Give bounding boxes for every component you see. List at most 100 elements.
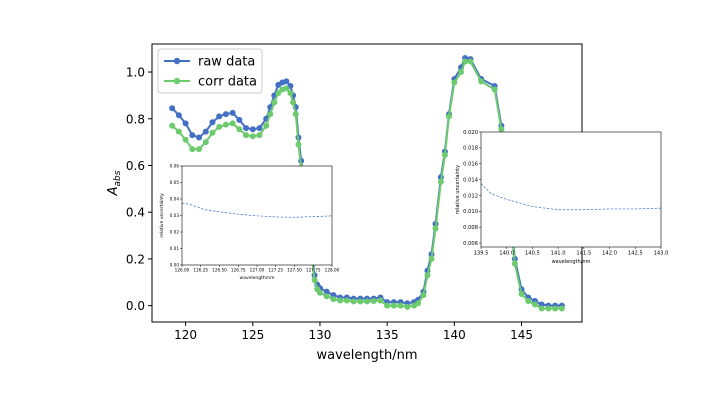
main-x-tick-label: 125 <box>241 328 264 342</box>
inset-left-y-axis: 0.00 0.01 0.02 0.03 0.04 0.05 0.06 <box>170 163 182 267</box>
data-point-corr <box>511 260 518 267</box>
data-point-corr <box>404 303 411 310</box>
data-point-corr <box>451 79 458 86</box>
data-point-corr <box>491 86 498 93</box>
inset1-y-tick-label: 0.06 <box>170 163 180 168</box>
data-point-corr <box>222 121 229 128</box>
inset-right-x-axis-label: wavelength/nm <box>552 259 591 265</box>
inset1-x-tick-label: 128.00 <box>325 268 340 273</box>
data-point-raw <box>216 113 223 120</box>
data-point-corr <box>343 297 350 304</box>
legend-marker-raw <box>173 57 181 65</box>
legend-label-corr: corr data <box>198 75 257 90</box>
data-point-corr <box>432 225 439 232</box>
data-point-raw <box>249 126 256 133</box>
data-point-raw <box>222 111 229 118</box>
data-point-corr <box>462 58 469 65</box>
data-point-raw <box>182 120 189 127</box>
data-point-corr <box>175 128 182 135</box>
inset2-y-tick-label: 0.016 <box>463 162 478 168</box>
legend-label-raw: raw data <box>198 55 255 70</box>
inset-left-x-axis: 126.00 126.25 126.50 126.75 127.00 127.25 127.… <box>175 265 340 273</box>
inset1-x-tick-label: 126.75 <box>231 268 246 273</box>
data-point-corr <box>441 151 448 158</box>
data-point-corr <box>169 122 176 129</box>
inset1-x-tick-label: 126.50 <box>212 268 227 273</box>
inset2-x-tick-label: 142.5 <box>628 251 643 257</box>
data-point-corr <box>290 99 297 106</box>
legend: raw data corr data <box>157 48 263 94</box>
main-y-axis: 0.0 0.2 0.4 0.6 0.8 1.0 <box>126 66 152 313</box>
inset-chart-left: 126.00 126.25 126.50 126.75 127.00 127.25 127.… <box>159 163 340 281</box>
data-point-corr <box>196 146 203 153</box>
data-point-corr <box>538 305 545 312</box>
main-x-tick-label: 145 <box>510 328 533 342</box>
inset1-x-tick-label: 127.25 <box>268 268 283 273</box>
data-point-raw <box>256 125 263 132</box>
data-point-corr <box>316 289 323 296</box>
inset2-x-tick-label: 139.5 <box>474 251 489 257</box>
inset2-y-tick-label: 0.008 <box>463 225 478 231</box>
data-point-corr <box>467 58 474 65</box>
main-x-tick-label: 120 <box>174 328 197 342</box>
data-point-corr <box>311 276 318 283</box>
legend-marker-corr <box>173 77 181 85</box>
inset2-x-tick-label: 141.5 <box>576 251 591 257</box>
main-y-axis-label: Aabs <box>106 170 123 196</box>
data-point-corr <box>424 272 431 279</box>
data-point-corr <box>552 305 559 312</box>
inset-right-x-axis: 139.5 140.0 140.5 141.0 141.5 142.0 142.5 143.0 <box>474 247 668 257</box>
main-x-tick-label: 135 <box>376 328 399 342</box>
data-point-corr <box>458 69 465 76</box>
data-point-corr <box>384 302 391 309</box>
data-point-corr <box>545 305 552 312</box>
inset2-y-tick-label: 0.018 <box>463 146 478 152</box>
main-y-tick-label: 0.6 <box>126 159 145 173</box>
data-point-raw <box>169 105 176 112</box>
data-point-corr <box>478 78 485 85</box>
data-point-corr <box>357 298 364 305</box>
data-point-raw <box>202 128 209 135</box>
data-point-corr <box>445 113 452 120</box>
data-point-corr <box>498 126 505 133</box>
inset2-y-tick-label: 0.010 <box>463 209 478 215</box>
inset1-x-tick-label: 127.50 <box>287 268 302 273</box>
inset2-x-tick-label: 142.0 <box>602 251 617 257</box>
data-point-corr <box>295 141 302 148</box>
data-point-corr <box>256 132 263 139</box>
data-point-corr <box>525 297 532 304</box>
inset1-y-tick-label: 0.02 <box>170 229 180 234</box>
data-point-corr <box>337 297 344 304</box>
data-point-raw <box>229 109 236 116</box>
data-point-corr <box>377 297 384 304</box>
data-point-corr <box>189 146 196 153</box>
data-point-corr <box>182 136 189 143</box>
data-point-corr <box>283 85 290 92</box>
inset2-x-tick-label: 140.0 <box>499 251 514 257</box>
inset2-y-tick-label: 0.012 <box>463 193 478 199</box>
data-point-corr <box>236 126 243 133</box>
data-point-corr <box>420 292 427 299</box>
data-point-corr <box>229 120 236 127</box>
inset-left-x-axis-label: wavelength/nm <box>240 275 275 281</box>
data-point-corr <box>209 129 216 136</box>
data-point-corr <box>415 300 422 307</box>
data-point-corr <box>518 290 525 297</box>
inset2-uncertainty-line <box>480 183 662 211</box>
inset2-x-tick-label: 141.0 <box>551 251 566 257</box>
inset1-x-tick-label: 126.25 <box>193 268 208 273</box>
inset2-y-tick-label: 0.014 <box>463 177 479 183</box>
data-point-corr <box>249 133 256 140</box>
data-point-raw <box>196 134 203 141</box>
main-x-tick-label: 130 <box>309 328 332 342</box>
data-point-corr <box>202 139 209 146</box>
inset1-x-tick-label: 127.00 <box>250 268 265 273</box>
inset-left-y-axis-label: relative uncertainty <box>159 193 165 238</box>
data-point-corr <box>267 111 274 118</box>
inset2-x-tick-label: 140.5 <box>525 251 540 257</box>
data-point-corr <box>263 122 270 129</box>
inset1-y-tick-label: 0.00 <box>170 262 180 267</box>
data-point-corr <box>428 255 435 262</box>
data-point-raw <box>236 116 243 123</box>
